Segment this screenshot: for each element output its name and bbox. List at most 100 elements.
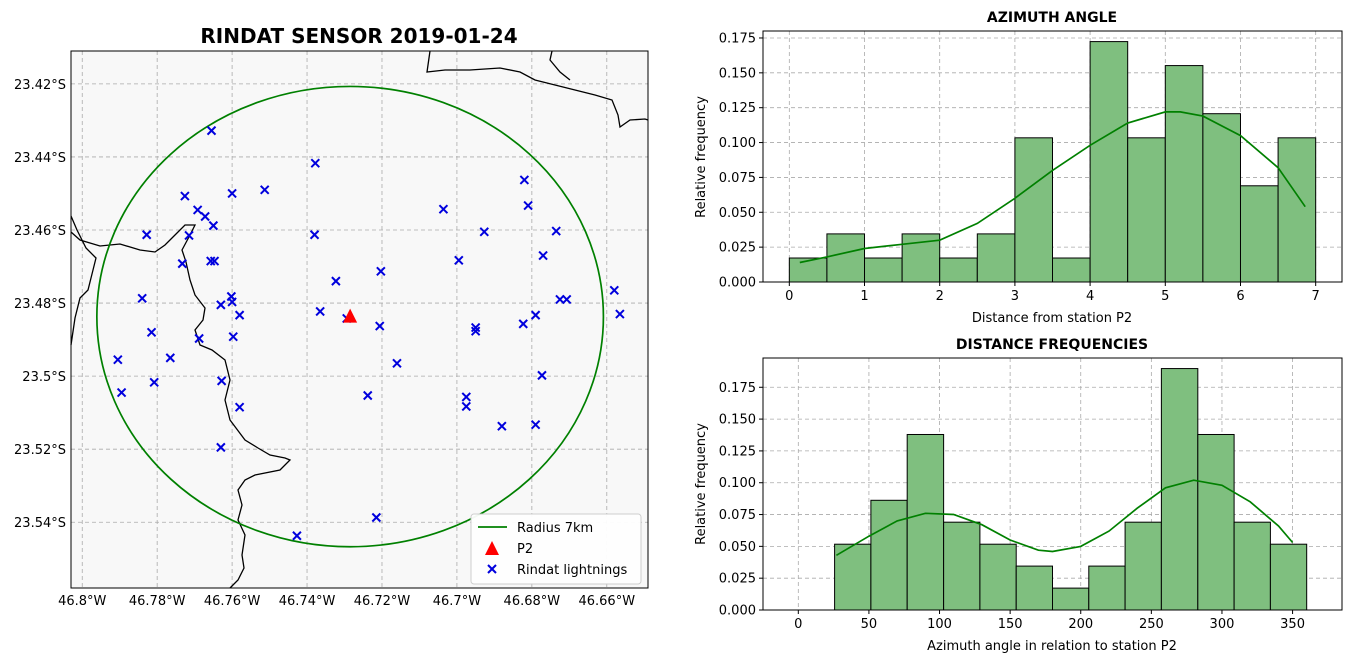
lightning-point-stroke [137,293,147,304]
map-x-ticks: 46.8°W 46.78°W 46.76°W 46.74°W 46.72°W 46.7°W… [58,594,635,609]
lightning-points [113,125,625,541]
lightning-point [292,531,302,541]
hist2-ylabel: Relative frequency [694,423,709,545]
lightning-point [234,402,245,412]
hist1-bar [1052,257,1091,283]
lightning-point [609,285,619,295]
lightning-point-stroke [310,158,320,168]
hist2-bar [834,543,872,611]
hist2-y-tick-label: 0.000 [719,604,756,619]
lightning-point-stroke [376,266,386,276]
lightning-point [376,266,386,276]
lightning-point [146,327,157,337]
lightning-point-stroke [216,442,226,453]
hist1-bar [864,257,903,283]
hist2-bar [1088,565,1126,611]
lightning-point-stroke [438,204,449,214]
lightning-point-stroke [149,377,159,388]
lightning-point [518,319,528,329]
lightning-point-stroke [184,230,194,241]
legend-box [470,513,642,585]
hist1-bar [1164,65,1204,283]
hist2-bar [1160,368,1199,611]
map-y-tick-label: 23.48°S [14,297,66,312]
legend-station-swatch [485,541,499,555]
map-background [71,51,648,588]
lightning-point [206,256,216,266]
lightning-point [208,220,219,231]
lightning-point [137,293,147,304]
map-y-tick-label: 23.5°S [22,370,66,385]
legend-lightning-swatch [487,564,497,574]
lightning-point [331,276,341,286]
map-grid [71,51,648,588]
map-x-tick-label: 46.72°W [354,594,411,609]
lightning-point [227,297,237,307]
lightning-point-stroke [309,230,320,240]
hist2-bar [1052,587,1090,611]
lightning-point [180,191,190,201]
hist1-bars [788,41,1317,283]
map-legend: Radius 7km P2 Rindat lightnings [470,513,642,585]
lightning-point [216,300,226,310]
lightning-point-stroke [470,326,481,336]
hist1-y-tick-label: 0.075 [719,171,756,186]
lightning-point [209,256,220,266]
lightning-point-stroke [227,297,237,307]
hist2-bar [1197,433,1235,611]
lightning-point-stroke [331,276,341,286]
hist2-x-tick-label: 150 [998,617,1023,632]
lightning-point [530,420,541,430]
hist1-y-tick-label: 0.175 [719,31,756,46]
lightning-point-stroke [530,420,541,430]
lightning-point-stroke [551,226,561,236]
lightning-point-stroke [315,306,325,317]
lightning-point-stroke [234,402,245,412]
lightning-point [363,390,373,401]
hist2-x-tick-label: 50 [861,617,878,632]
lightning-point-stroke [216,376,227,386]
lightning-point-stroke [228,331,238,342]
lightning-point-stroke [116,387,127,398]
lightning-point-stroke [227,188,237,199]
lightning-point [530,310,541,320]
lightning-point-stroke [530,310,541,320]
hist1-x-ticks: 0 1 2 3 4 5 6 7 [785,282,1320,304]
lightning-point [392,358,402,369]
lightning-point-stroke [609,285,619,295]
hist1-y-tick-label: 0.050 [719,206,756,221]
lightning-point [470,322,481,333]
lightning-point [216,442,226,453]
hist2-y-tick-label: 0.125 [719,444,756,459]
map-x-tick-label: 46.74°W [279,594,336,609]
lightning-point-stroke [523,200,533,211]
lightning-point-stroke [200,211,210,222]
lightning-point-stroke [141,230,152,240]
lightning-point-stroke [479,227,489,237]
hist2-x-tick-label: 100 [927,617,952,632]
lightning-point-stroke [537,370,547,381]
lightning-point [216,376,227,386]
lightning-point [461,401,471,412]
hist1-bar [1014,137,1053,283]
hist1-bar [976,233,1016,283]
lightning-point [315,306,325,317]
lightning-point-stroke [470,322,481,333]
border-line-west-2 [70,224,292,589]
map-x-tick-label: 46.7°W [433,594,481,609]
lightning-point [200,211,210,222]
hist2-bar [1269,543,1308,611]
hist2-y-tick-label: 0.075 [719,508,756,523]
legend-lightning-label: Rindat lightnings [517,563,627,578]
lightning-point-stroke [497,421,507,431]
hist2-frame [762,357,1343,611]
hist2-kde-line [835,479,1294,557]
radius-circle [96,85,605,548]
station-marker-p2 [343,308,358,323]
lightning-point-stroke [371,512,382,523]
hist1-bar [1239,185,1279,283]
map-title: RINDAT SENSOR 2019-01-24 [200,24,517,48]
lightning-point [497,421,507,431]
lightning-point-stroke [538,250,548,261]
